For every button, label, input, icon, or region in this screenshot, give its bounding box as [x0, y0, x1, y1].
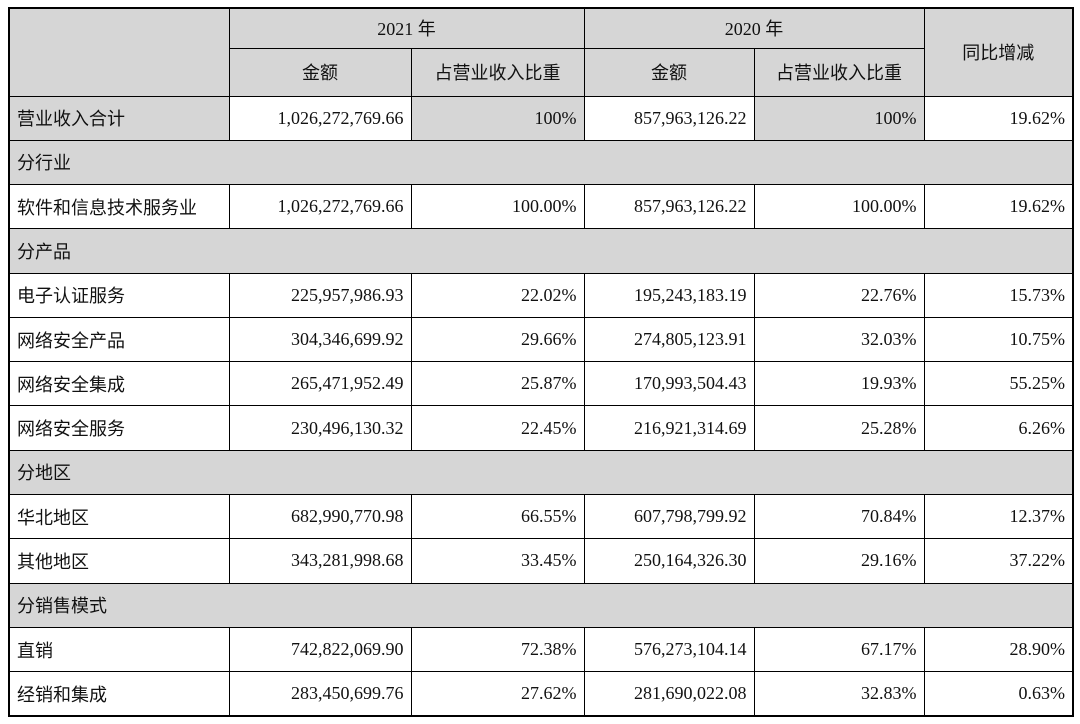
corner-empty-cell	[8, 7, 230, 97]
row-label: 营业收入合计	[8, 95, 230, 141]
share-2020-header: 占营业收入比重	[753, 47, 925, 97]
share-2021-value: 72.38%	[410, 626, 585, 673]
table-row: 电子认证服务 225,957,986.93 22.02% 195,243,183.19…	[8, 272, 1074, 318]
share-2020-value: 22.76%	[753, 272, 925, 318]
share-2020-value: 100.00%	[753, 184, 925, 230]
table-row: 营业收入合计 1,026,272,769.66 100% 857,963,126.22…	[8, 95, 1074, 141]
yoy-value: 12.37%	[923, 494, 1074, 540]
share-2020-value: 29.16%	[753, 538, 925, 584]
share-2020-value: 70.84%	[753, 494, 925, 540]
amount-2021-value: 742,822,069.90	[228, 626, 412, 673]
share-2020-value: 32.03%	[753, 316, 925, 363]
share-2021-value: 100.00%	[410, 184, 585, 230]
table-row: 直销 742,822,069.90 72.38% 576,273,104.14 67.1…	[8, 626, 1074, 673]
table-row: 其他地区 343,281,998.68 33.45% 250,164,326.30 29…	[8, 538, 1074, 584]
share-2021-value: 66.55%	[410, 494, 585, 540]
yoy-header: 同比增减	[923, 7, 1074, 97]
table-row: 软件和信息技术服务业 1,026,272,769.66 100.00% 857,963…	[8, 184, 1074, 230]
yoy-value: 0.63%	[923, 671, 1074, 717]
share-2020-value: 100%	[753, 95, 925, 141]
year-2021-header: 2021 年	[228, 7, 585, 49]
amount-2020-value: 274,805,123.91	[583, 316, 755, 363]
share-2021-value: 33.45%	[410, 538, 585, 584]
table-body: 营业收入合计 1,026,272,769.66 100% 857,963,126.22…	[8, 95, 1074, 717]
table-row: 经销和集成 283,450,699.76 27.62% 281,690,022.08 3…	[8, 671, 1074, 717]
yoy-value: 37.22%	[923, 538, 1074, 584]
yoy-value: 19.62%	[923, 184, 1074, 230]
amount-2021-value: 1,026,272,769.66	[228, 95, 412, 141]
amount-2020-header: 金额	[583, 47, 755, 97]
section-row: 分行业	[8, 139, 1074, 186]
yoy-value: 10.75%	[923, 316, 1074, 363]
yoy-value: 6.26%	[923, 405, 1074, 451]
row-label: 华北地区	[8, 494, 230, 540]
yoy-value: 19.62%	[923, 95, 1074, 141]
amount-2021-value: 304,346,699.92	[228, 316, 412, 363]
share-2020-value: 67.17%	[753, 626, 925, 673]
row-label: 网络安全产品	[8, 316, 230, 363]
share-2021-value: 100%	[410, 95, 585, 141]
row-label: 直销	[8, 626, 230, 673]
amount-2020-value: 857,963,126.22	[583, 95, 755, 141]
amount-2020-value: 250,164,326.30	[583, 538, 755, 584]
amount-2020-value: 281,690,022.08	[583, 671, 755, 717]
section-label: 分产品	[8, 228, 1074, 274]
section-row: 分地区	[8, 449, 1074, 496]
share-2020-value: 25.28%	[753, 405, 925, 451]
section-label: 分行业	[8, 139, 1074, 186]
row-label: 软件和信息技术服务业	[8, 184, 230, 230]
table-row: 网络安全服务 230,496,130.32 22.45% 216,921,314.69…	[8, 405, 1074, 451]
row-label: 网络安全集成	[8, 361, 230, 407]
amount-2020-value: 170,993,504.43	[583, 361, 755, 407]
share-2021-value: 27.62%	[410, 671, 585, 717]
row-label: 网络安全服务	[8, 405, 230, 451]
amount-2021-value: 283,450,699.76	[228, 671, 412, 717]
share-2021-value: 22.02%	[410, 272, 585, 318]
amount-2020-value: 607,798,799.92	[583, 494, 755, 540]
row-label: 经销和集成	[8, 671, 230, 717]
table-row: 网络安全集成 265,471,952.49 25.87% 170,993,504.43…	[8, 361, 1074, 407]
share-2021-header: 占营业收入比重	[410, 47, 585, 97]
section-row: 分销售模式	[8, 582, 1074, 628]
amount-2021-header: 金额	[228, 47, 412, 97]
section-label: 分销售模式	[8, 582, 1074, 628]
year-2020-header: 2020 年	[583, 7, 925, 49]
amount-2020-value: 857,963,126.22	[583, 184, 755, 230]
yoy-value: 28.90%	[923, 626, 1074, 673]
amount-2020-value: 195,243,183.19	[583, 272, 755, 318]
share-2021-value: 22.45%	[410, 405, 585, 451]
amount-2021-value: 682,990,770.98	[228, 494, 412, 540]
row-label: 电子认证服务	[8, 272, 230, 318]
header-row-measures: 金额 占营业收入比重 金额 占营业收入比重	[9, 47, 1073, 97]
amount-2021-value: 230,496,130.32	[228, 405, 412, 451]
share-2021-value: 25.87%	[410, 361, 585, 407]
section-label: 分地区	[8, 449, 1074, 496]
share-2021-value: 29.66%	[410, 316, 585, 363]
revenue-breakdown-table: 2021 年 2020 年 同比增减 金额 占营业收入比重 金额 占营业收入比重…	[8, 7, 1074, 717]
yoy-value: 55.25%	[923, 361, 1074, 407]
amount-2021-value: 343,281,998.68	[228, 538, 412, 584]
amount-2020-value: 216,921,314.69	[583, 405, 755, 451]
amount-2021-value: 265,471,952.49	[228, 361, 412, 407]
amount-2021-value: 1,026,272,769.66	[228, 184, 412, 230]
yoy-value: 15.73%	[923, 272, 1074, 318]
table-row: 华北地区 682,990,770.98 66.55% 607,798,799.92 70…	[8, 494, 1074, 540]
row-label: 其他地区	[8, 538, 230, 584]
share-2020-value: 19.93%	[753, 361, 925, 407]
header-row-years: 2021 年 2020 年 同比增减	[8, 7, 1074, 97]
amount-2021-value: 225,957,986.93	[228, 272, 412, 318]
section-row: 分产品	[8, 228, 1074, 274]
amount-2020-value: 576,273,104.14	[583, 626, 755, 673]
table-row: 网络安全产品 304,346,699.92 29.66% 274,805,123.91…	[8, 316, 1074, 363]
share-2020-value: 32.83%	[753, 671, 925, 717]
